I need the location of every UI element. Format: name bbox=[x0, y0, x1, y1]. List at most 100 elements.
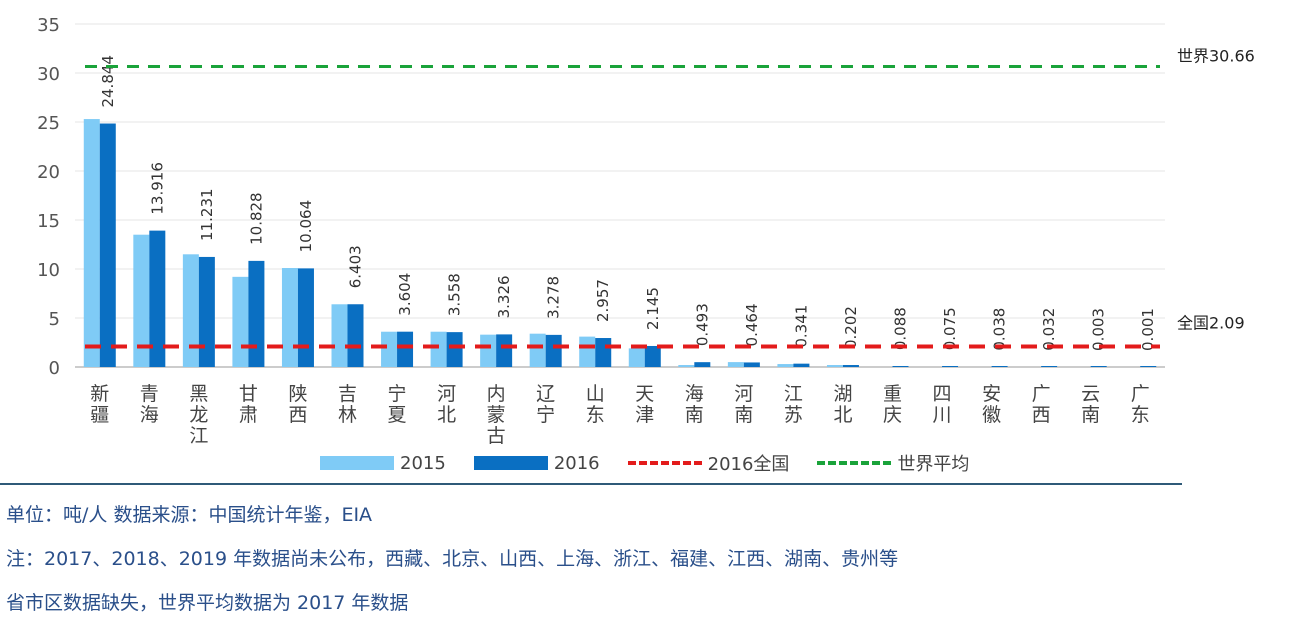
source-note: 单位：吨/人 数据来源：中国统计年鉴，EIA bbox=[6, 504, 373, 526]
bar-2015 bbox=[579, 336, 596, 367]
data-label: 6.403 bbox=[347, 245, 365, 288]
bar-2016 bbox=[942, 366, 959, 367]
bar-2015 bbox=[727, 362, 744, 367]
y-tick-label: 0 bbox=[49, 358, 60, 379]
bar-2016 bbox=[694, 362, 711, 367]
bar-2016 bbox=[297, 268, 314, 367]
y-tick-label: 20 bbox=[37, 162, 60, 183]
bar-2016 bbox=[198, 256, 215, 367]
footnote-line-1: 注：2017、2018、2019 年数据尚未公布，西藏、北京、山西、上海、浙江、… bbox=[6, 548, 899, 570]
data-label: 0.032 bbox=[1040, 308, 1058, 351]
legend-national: 2016全国 bbox=[627, 450, 790, 476]
y-tick-label: 10 bbox=[37, 260, 60, 281]
data-label: 0.202 bbox=[842, 306, 860, 349]
legend: 2015 2016 2016全国 世界平均 bbox=[320, 450, 997, 476]
legend-label: 2015 bbox=[400, 452, 446, 474]
legend-swatch-world bbox=[817, 461, 892, 465]
bar-2015 bbox=[331, 304, 348, 367]
legend-label: 2016 bbox=[553, 452, 600, 474]
bar-2015 bbox=[232, 276, 249, 367]
data-label: 13.916 bbox=[148, 162, 166, 215]
bar-2015 bbox=[133, 234, 150, 367]
data-label: 3.326 bbox=[495, 275, 513, 318]
bar-2016 bbox=[1140, 366, 1157, 367]
category-label: 宁夏 bbox=[387, 383, 407, 426]
legend-swatch-2016 bbox=[473, 456, 548, 470]
category-label: 湖北 bbox=[833, 383, 853, 426]
category-label: 青海 bbox=[139, 383, 159, 426]
data-label: 2.957 bbox=[594, 279, 612, 322]
reference-label: 全国2.09 bbox=[1177, 314, 1245, 333]
legend-label: 世界平均 bbox=[897, 454, 970, 475]
bar-2016 bbox=[892, 366, 909, 367]
category-label: 甘肃 bbox=[238, 383, 258, 426]
data-label: 0.003 bbox=[1090, 308, 1108, 351]
bar-2016 bbox=[347, 304, 364, 367]
bar-2016 bbox=[991, 366, 1008, 367]
bar-2015 bbox=[628, 348, 645, 367]
data-label: 0.088 bbox=[892, 307, 910, 350]
legend-swatch-national bbox=[627, 461, 702, 465]
bar-2015 bbox=[678, 365, 695, 367]
y-tick-label: 25 bbox=[37, 113, 60, 134]
bar-2016 bbox=[149, 230, 166, 367]
bar-2016 bbox=[644, 345, 661, 367]
category-label: 山东 bbox=[585, 383, 605, 426]
bar-2015 bbox=[826, 365, 843, 367]
bar-chart: 0 5 10 15 20 25 30 35 24.844 13.916 11.231 10.828 10… bbox=[37, 15, 1255, 379]
bar-2016 bbox=[1090, 366, 1107, 367]
legend-world: 世界平均 bbox=[817, 450, 969, 476]
data-label: 0.464 bbox=[743, 303, 761, 346]
category-label: 广西 bbox=[1031, 383, 1051, 426]
divider bbox=[0, 483, 1182, 485]
y-tick-label: 15 bbox=[37, 211, 60, 232]
category-label: 黑龙江 bbox=[189, 383, 209, 447]
y-tick-label: 30 bbox=[37, 64, 60, 85]
category-label: 吉林 bbox=[337, 383, 357, 426]
data-label: 10.064 bbox=[297, 200, 315, 253]
bar-2016 bbox=[743, 362, 760, 367]
footnote-line-2: 省市区数据缺失，世界平均数据为 2017 年数据 bbox=[6, 592, 409, 614]
data-label: 2.145 bbox=[644, 287, 662, 330]
data-label: 0.341 bbox=[792, 305, 810, 348]
bar-2016 bbox=[446, 332, 463, 367]
data-label: 3.558 bbox=[446, 273, 464, 316]
bar-2015 bbox=[529, 333, 546, 367]
bar-2015 bbox=[381, 331, 398, 367]
bar-2015 bbox=[430, 331, 447, 367]
bar-2015 bbox=[281, 268, 298, 367]
bar-2015 bbox=[182, 254, 199, 367]
category-label: 安徽 bbox=[982, 383, 1002, 426]
data-label: 0.038 bbox=[991, 308, 1009, 351]
legend-label: 2016全国 bbox=[707, 454, 790, 475]
data-label: 0.493 bbox=[693, 303, 711, 346]
data-label: 0.075 bbox=[941, 307, 959, 350]
y-tick-label: 5 bbox=[49, 309, 60, 330]
category-label: 云南 bbox=[1081, 383, 1101, 426]
bar-2015 bbox=[777, 364, 794, 367]
data-label: 0.001 bbox=[1139, 308, 1157, 351]
bar-2016 bbox=[595, 338, 612, 367]
category-label: 新疆 bbox=[90, 383, 110, 426]
bar-2015 bbox=[83, 119, 100, 367]
category-label: 四川 bbox=[932, 383, 952, 426]
category-label: 天津 bbox=[635, 383, 655, 426]
category-label: 内蒙古 bbox=[486, 383, 506, 447]
bar-2016 bbox=[842, 365, 859, 367]
data-label: 10.828 bbox=[247, 192, 265, 245]
data-label: 3.278 bbox=[545, 276, 563, 319]
category-label: 河南 bbox=[734, 383, 754, 426]
bar-2016 bbox=[545, 334, 562, 367]
y-tick-label: 35 bbox=[37, 15, 60, 36]
category-label: 辽宁 bbox=[536, 383, 556, 426]
category-label: 广东 bbox=[1130, 383, 1150, 426]
bar-2016 bbox=[496, 334, 513, 367]
bar-2016 bbox=[397, 331, 414, 367]
data-label: 3.604 bbox=[396, 273, 414, 316]
bar-2016 bbox=[793, 363, 810, 367]
category-label: 江苏 bbox=[783, 383, 803, 426]
data-label: 11.231 bbox=[198, 188, 216, 241]
category-label: 陕西 bbox=[288, 383, 308, 426]
bar-2016 bbox=[1041, 366, 1058, 367]
bar-2015 bbox=[480, 334, 497, 367]
